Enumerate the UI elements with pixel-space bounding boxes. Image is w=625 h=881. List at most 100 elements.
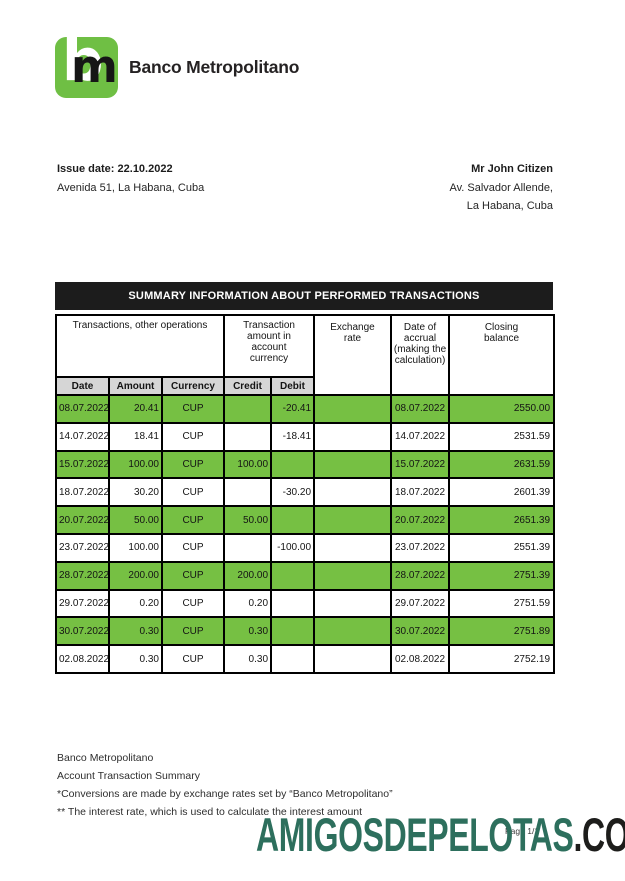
cell-credit: 0.30 bbox=[223, 616, 273, 647]
cell-credit: 0.30 bbox=[223, 644, 273, 674]
cell-date: 02.08.2022 bbox=[55, 644, 110, 674]
cell-accrual-date: 15.07.2022 bbox=[390, 449, 451, 480]
cell-currency: CUP bbox=[160, 449, 226, 480]
cell-debit bbox=[270, 616, 316, 647]
table-title: SUMMARY INFORMATION ABOUT PERFORMED TRAN… bbox=[55, 282, 553, 310]
cell-closing-balance: 2751.39 bbox=[448, 560, 556, 591]
cell-credit: 50.00 bbox=[223, 505, 273, 535]
cell-accrual-date: 20.07.2022 bbox=[390, 505, 451, 535]
cell-credit bbox=[223, 421, 273, 452]
cell-accrual-date: 29.07.2022 bbox=[390, 588, 451, 619]
cell-currency: CUP bbox=[160, 477, 226, 508]
table-row: 18.07.2022 30.20 CUP -30.20 18.07.2022 2… bbox=[55, 477, 556, 508]
footer-line-interest: ** The interest rate, which is used to c… bbox=[57, 806, 363, 818]
subheader-currency: Currency bbox=[160, 376, 226, 396]
page-indicator: Page 1/1 bbox=[505, 826, 540, 836]
cell-date: 14.07.2022 bbox=[55, 421, 110, 452]
cell-accrual-date: 23.07.2022 bbox=[390, 532, 451, 563]
watermark-main-text: AMIGOSDEPELOTAS bbox=[256, 808, 574, 861]
watermark: AMIGOSDEPELOTAS.COM bbox=[256, 811, 625, 858]
col-group-transactions: Transactions, other operations bbox=[54, 314, 226, 378]
cell-date: 29.07.2022 bbox=[55, 588, 110, 619]
cell-credit bbox=[223, 532, 273, 563]
cell-accrual-date: 30.07.2022 bbox=[390, 616, 451, 647]
cell-debit bbox=[270, 644, 316, 674]
recipient-address-line2: La Habana, Cuba bbox=[466, 200, 553, 212]
cell-credit bbox=[223, 477, 273, 508]
cell-closing-balance: 2751.59 bbox=[448, 588, 556, 619]
cell-currency: CUP bbox=[160, 394, 226, 424]
cell-exchange-rate bbox=[313, 532, 393, 563]
cell-debit: -30.20 bbox=[270, 477, 316, 508]
cell-exchange-rate bbox=[313, 394, 393, 424]
cell-closing-balance: 2751.89 bbox=[448, 616, 556, 647]
cell-date: 15.07.2022 bbox=[55, 449, 110, 480]
cell-closing-balance: 2631.59 bbox=[448, 449, 556, 480]
cell-exchange-rate bbox=[313, 421, 393, 452]
cell-exchange-rate bbox=[313, 449, 393, 480]
table-row: 14.07.2022 18.41 CUP -18.41 14.07.2022 2… bbox=[55, 421, 556, 452]
transactions-grid: Transactions, other operations Transacti… bbox=[54, 314, 556, 674]
cell-date: 08.07.2022 bbox=[55, 394, 110, 424]
cell-amount: 18.41 bbox=[108, 421, 163, 452]
cell-debit: -100.00 bbox=[270, 532, 316, 563]
cell-closing-balance: 2550.00 bbox=[448, 394, 556, 424]
subheader-debit: Debit bbox=[270, 376, 316, 396]
cell-amount: 0.30 bbox=[108, 644, 163, 674]
cell-debit bbox=[270, 449, 316, 480]
issue-date: Issue date: 22.10.2022 bbox=[57, 163, 173, 175]
cell-exchange-rate bbox=[313, 588, 393, 619]
watermark-suffix-text: .COM bbox=[573, 808, 625, 861]
cell-currency: CUP bbox=[160, 505, 226, 535]
cell-exchange-rate bbox=[313, 560, 393, 591]
transactions-table: SUMMARY INFORMATION ABOUT PERFORMED TRAN… bbox=[54, 282, 556, 674]
statement-info: Issue date: 22.10.2022 Avenida 51, La Ha… bbox=[57, 160, 553, 216]
col-header-exchange-rate: Exchange rate bbox=[313, 314, 393, 396]
cell-exchange-rate bbox=[313, 505, 393, 535]
cell-amount: 200.00 bbox=[108, 560, 163, 591]
footer-line-summary: Account Transaction Summary bbox=[57, 770, 200, 782]
cell-date: 23.07.2022 bbox=[55, 532, 110, 563]
cell-debit bbox=[270, 588, 316, 619]
subheader-credit: Credit bbox=[223, 376, 273, 396]
cell-accrual-date: 02.08.2022 bbox=[390, 644, 451, 674]
cell-exchange-rate bbox=[313, 616, 393, 647]
cell-debit bbox=[270, 505, 316, 535]
cell-amount: 30.20 bbox=[108, 477, 163, 508]
cell-amount: 50.00 bbox=[108, 505, 163, 535]
cell-accrual-date: 14.07.2022 bbox=[390, 421, 451, 452]
logo-letter-b: b bbox=[62, 37, 104, 94]
footer-notes: Banco Metropolitano Account Transaction … bbox=[57, 749, 393, 821]
issuer-block: Issue date: 22.10.2022 Avenida 51, La Ha… bbox=[57, 160, 204, 216]
recipient-name: Mr John Citizen bbox=[471, 163, 553, 175]
table-row: 28.07.2022 200.00 CUP 200.00 28.07.2022 … bbox=[55, 560, 556, 591]
footer-line-conversions: *Conversions are made by exchange rates … bbox=[57, 788, 393, 800]
logo-letter-m: m bbox=[71, 40, 118, 93]
table-row: 02.08.2022 0.30 CUP 0.30 02.08.2022 2752… bbox=[55, 644, 556, 674]
issuer-address: Avenida 51, La Habana, Cuba bbox=[57, 181, 205, 194]
cell-closing-balance: 2752.19 bbox=[448, 644, 556, 674]
brand-header: b m Banco Metropolitano bbox=[55, 37, 299, 98]
cell-accrual-date: 08.07.2022 bbox=[390, 394, 451, 424]
cell-credit: 0.20 bbox=[223, 588, 273, 619]
col-header-accrual-date: Date of accrual (making the calculation) bbox=[390, 314, 451, 396]
cell-debit: -18.41 bbox=[270, 421, 316, 452]
cell-debit: -20.41 bbox=[270, 394, 316, 424]
cell-credit bbox=[223, 394, 273, 424]
table-row: 08.07.2022 20.41 CUP -20.41 08.07.2022 2… bbox=[55, 394, 556, 424]
cell-amount: 0.20 bbox=[108, 588, 163, 619]
cell-credit: 100.00 bbox=[223, 449, 273, 480]
footer-line-bank: Banco Metropolitano bbox=[57, 752, 154, 764]
col-group-amount-in-currency: Transaction amount in account currency bbox=[223, 314, 316, 378]
cell-credit: 200.00 bbox=[223, 560, 273, 591]
cell-currency: CUP bbox=[160, 532, 226, 563]
cell-amount: 20.41 bbox=[108, 394, 163, 424]
subheader-date: Date bbox=[55, 376, 110, 396]
recipient-block: Mr John Citizen Av. Salvador Allende, La… bbox=[449, 160, 553, 216]
cell-accrual-date: 18.07.2022 bbox=[390, 477, 451, 508]
cell-currency: CUP bbox=[160, 644, 226, 674]
cell-amount: 0.30 bbox=[108, 616, 163, 647]
table-row: 23.07.2022 100.00 CUP -100.00 23.07.2022… bbox=[55, 532, 556, 563]
cell-amount: 100.00 bbox=[108, 532, 163, 563]
